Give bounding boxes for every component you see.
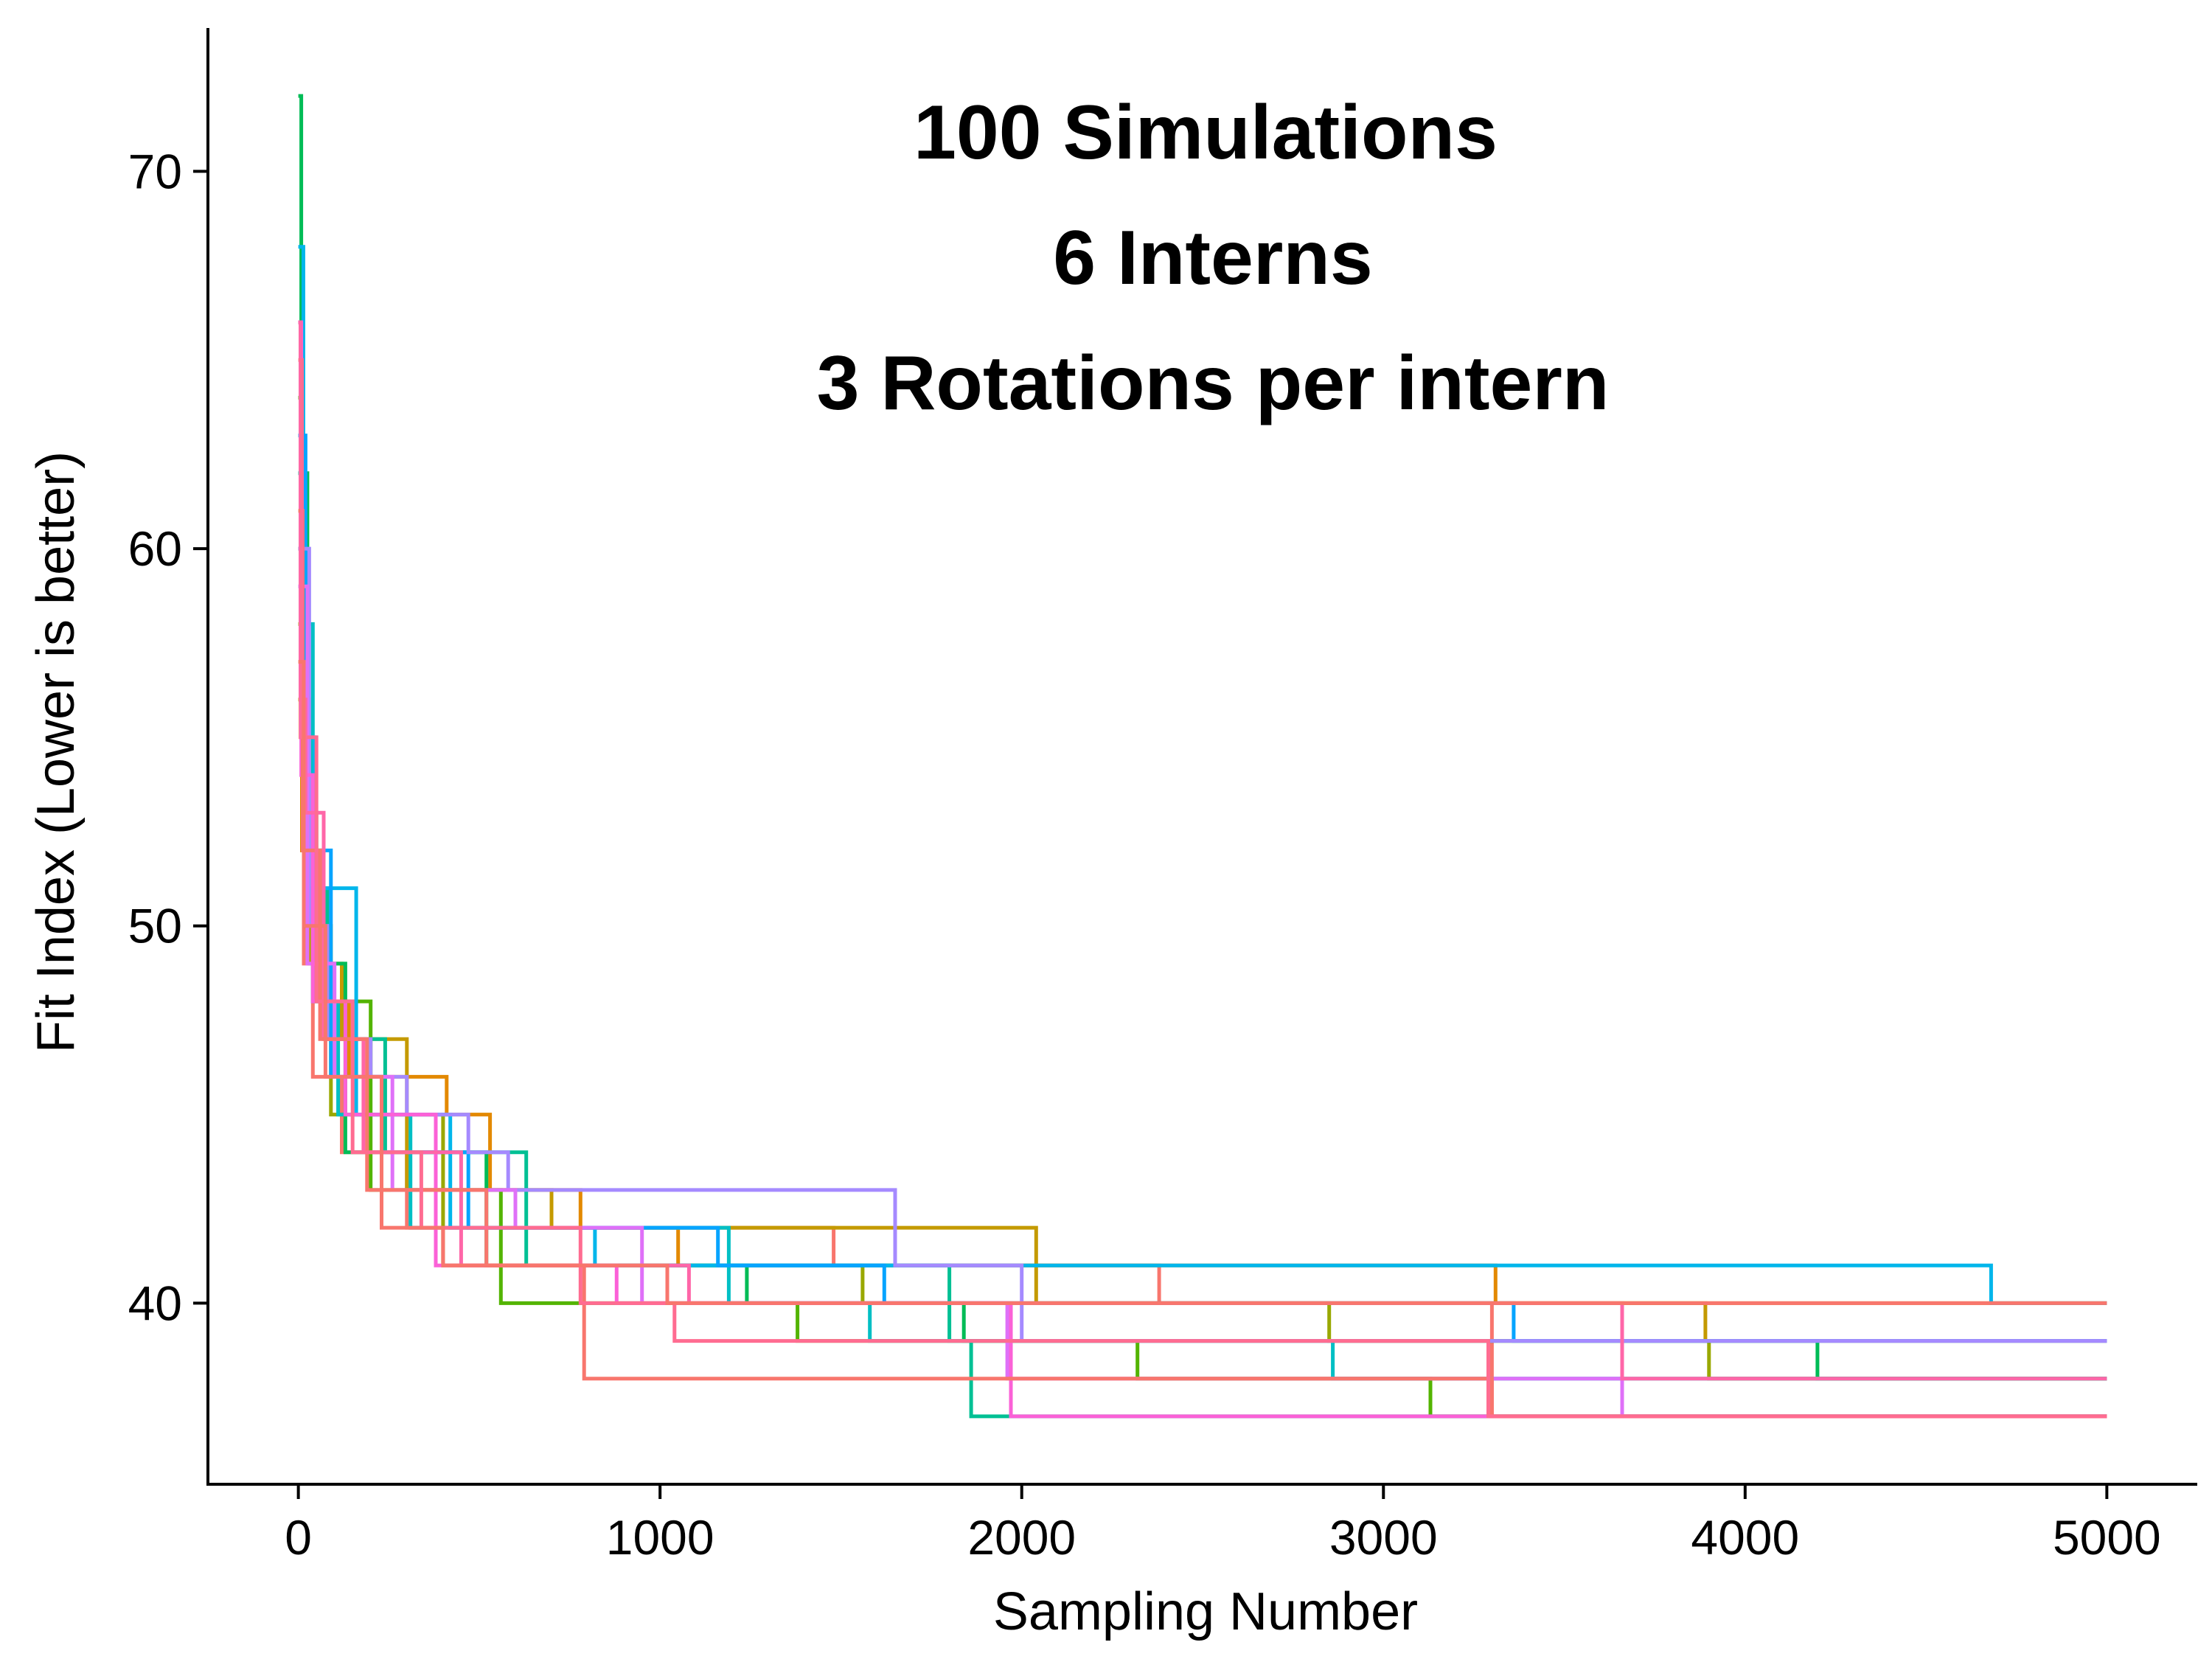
series-line-5 <box>298 395 2107 1419</box>
y-axis-title: Fit Index (Lower is better) <box>27 451 86 1053</box>
x-tick-label: 5000 <box>2053 1510 2161 1565</box>
series-line-16 <box>298 358 2107 1419</box>
series-line-11 <box>298 546 2107 1343</box>
series-lines <box>298 94 2107 1419</box>
series-line-12 <box>298 584 2107 1419</box>
title-line-2: 6 Interns <box>1053 215 1372 301</box>
y-axis-ticks: 40 50 60 70 <box>128 144 208 1330</box>
series-line-14 <box>298 320 2107 1381</box>
series-line-3 <box>298 698 2107 1343</box>
x-tick-label: 1000 <box>606 1510 714 1565</box>
series-line-10 <box>298 434 2107 1343</box>
y-tick-label: 40 <box>128 1276 182 1330</box>
x-axis-title: Sampling Number <box>993 1582 1418 1641</box>
y-tick-label: 70 <box>128 144 182 198</box>
title-line-3: 3 Rotations per intern <box>817 341 1610 426</box>
axes <box>206 28 2197 1486</box>
series-line-17 <box>298 660 2107 1305</box>
y-tick-label: 50 <box>128 899 182 953</box>
x-tick-label: 3000 <box>1329 1510 1438 1565</box>
y-tick-label: 60 <box>128 521 182 576</box>
series-line-1 <box>298 320 2107 1419</box>
series-line-13 <box>298 320 2107 1419</box>
title-line-1: 100 Simulations <box>914 90 1498 175</box>
series-line-8 <box>298 320 2107 1381</box>
x-axis-ticks: 0 1000 2000 3000 4000 5000 <box>285 1484 2161 1565</box>
x-tick-label: 2000 <box>967 1510 1076 1565</box>
x-tick-label: 0 <box>285 1510 312 1565</box>
x-tick-label: 4000 <box>1691 1510 1799 1565</box>
chart-title: 100 Simulations 6 Interns 3 Rotations pe… <box>817 90 1610 426</box>
series-line-7 <box>298 471 2107 1419</box>
series-line-15 <box>298 509 2107 1419</box>
